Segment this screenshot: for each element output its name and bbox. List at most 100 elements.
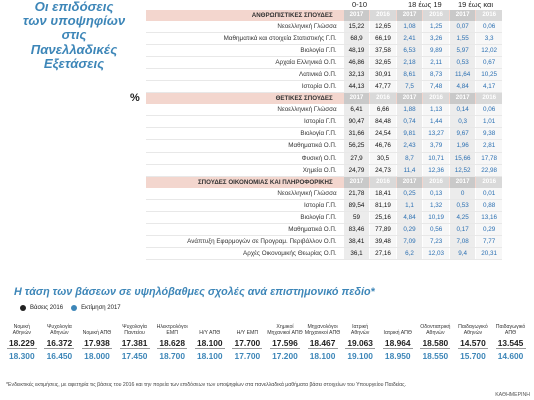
table-row: Αρχές Οικονομικής Θεωρίας Ο.Π. 36,1 27,16 6… — [146, 247, 502, 261]
source-label: ΚΑΘΗΜΕΡΙΝΗ — [495, 392, 530, 398]
table-cell: 2,43 — [396, 140, 423, 152]
card-divider — [495, 348, 526, 349]
school-card: Ιατρική Αθηνών 19.063 19.100 — [342, 315, 378, 361]
table-cell: 20,31 — [476, 247, 502, 260]
footnote: *Ενδεικτικές εκτιμήσεις, με αφετηρία τις… — [6, 382, 407, 388]
table-cell: 37,58 — [370, 44, 396, 57]
table-row: Μαθηματικά και στοιχεία Στατιστικής Γ.Π.… — [146, 32, 502, 45]
estimate-2017: 14.600 — [497, 351, 524, 361]
table-cell: 46,76 — [370, 140, 396, 152]
section-title: ΑΝΘΡΩΠΙΣΤΙΚΕΣ ΣΠΟΥΔΕΣ — [251, 11, 333, 19]
table-cell: 32,13 — [343, 69, 370, 81]
legend-label-2017: Εκτίμηση 2017 — [81, 305, 121, 311]
table-cell: 83,46 — [343, 223, 370, 235]
card-divider — [420, 348, 451, 349]
table-row: Βιολογία Γ.Π. 59 25,16 4,84 10,19 4,25 13,16 — [146, 211, 502, 224]
school-card: Ηλεκτρολόγοι ΕΜΠ 18.628 18.700 — [154, 315, 190, 361]
table-cell: 47,77 — [370, 81, 396, 93]
school-name: Η/Υ ΕΜΠ — [236, 330, 259, 337]
table-cell: 27,9 — [343, 152, 370, 164]
table-cell: 0,53 — [449, 57, 476, 69]
subject-name: Μαθηματικά και στοιχεία Στατιστικής Γ.Π. — [223, 34, 337, 42]
table-row: Αρχαία Ελληνικά Ο.Π. 46,86 32,65 2,18 2,11 0,… — [146, 57, 502, 70]
scores-table: ΑΝΘΡΩΠΙΣΤΙΚΕΣ ΣΠΟΥΔΕΣ 2017 2016 2017 2016 201… — [146, 10, 502, 261]
subject-name: Νεοελληνική Γλώσσα — [277, 189, 337, 197]
section-header: ΑΝΘΡΩΠΙΣΤΙΚΕΣ ΣΠΟΥΔΕΣ 2017 2016 2017 2016 201… — [146, 10, 502, 21]
subject-name: Νεοελληνική Γλώσσα — [277, 106, 337, 114]
table-cell: 0,29 — [476, 223, 502, 235]
school-card: Ιατρική ΑΠΘ 18.964 18.950 — [380, 315, 416, 361]
table-cell: 6,53 — [396, 44, 423, 57]
school-name: Ηλεκτρολόγοι ΕΜΠ — [156, 324, 188, 337]
table-cell: 3,79 — [423, 140, 449, 152]
school-name: Νομική ΑΠΘ — [82, 330, 112, 337]
table-cell: 6,66 — [370, 104, 396, 116]
table-row: Νεοελληνική Γλώσσα 15,22 12,65 1,08 1,25 0,07… — [146, 20, 502, 33]
school-name: Ιατρική Αθηνών — [350, 324, 370, 337]
table-cell: 30,5 — [370, 152, 396, 164]
card-divider — [457, 348, 488, 349]
subject-name: Ανάπτυξη Εφαρμογών σε Προγραμ. Περιβάλλο… — [187, 237, 337, 245]
unit-label: % — [130, 92, 140, 104]
table-cell: 17,78 — [476, 152, 502, 164]
table-cell: 59 — [343, 211, 370, 223]
school-card: Η/Υ ΑΠΘ 18.100 18.100 — [192, 315, 228, 361]
table-cell: 1,55 — [449, 32, 476, 44]
table-cell: 24,73 — [370, 164, 396, 176]
table-cell: 1,88 — [396, 104, 423, 116]
table-cell: 11,64 — [449, 69, 476, 81]
table-cell: 15,22 — [343, 20, 370, 32]
subject-name: Βιολογία Γ.Π. — [300, 47, 337, 55]
card-divider — [232, 348, 263, 349]
base-2016: 13.545 — [497, 338, 524, 348]
table-cell: 0,29 — [396, 223, 423, 235]
table-cell: 9,89 — [423, 44, 449, 57]
table-cell: 0,88 — [476, 199, 502, 211]
legend-label-2016: Βάσεις 2016 — [30, 305, 64, 311]
table-cell: 2,81 — [476, 140, 502, 152]
table-cell: 39,48 — [370, 235, 396, 247]
table-cell: 24,79 — [343, 164, 370, 176]
school-name: Νομική Αθηνών — [12, 324, 32, 337]
table-cell: 9,81 — [396, 128, 423, 140]
estimate-2017: 18.000 — [84, 351, 110, 361]
subject-name: Ιστορία Γ.Π. — [303, 201, 337, 209]
trend-title: Η τάση των βάσεων σε υψηλόβαθμες σχολές … — [14, 286, 375, 298]
table-cell: 48,19 — [343, 44, 370, 57]
table-cell: 13,27 — [423, 128, 449, 140]
table-row: Φυσική Ο.Π. 27,9 30,5 8,7 10,71 15,66 17,78 — [146, 152, 502, 165]
table-cell: 0,67 — [476, 57, 502, 69]
table-cell: 30,91 — [370, 69, 396, 81]
base-2016: 17.938 — [84, 338, 110, 348]
table-cell: 32,65 — [370, 57, 396, 69]
school-card: Οδοντιατρική Αθηνών 18.580 18.550 — [418, 315, 454, 361]
card-divider — [119, 348, 150, 349]
year-header: 2016 — [423, 176, 449, 188]
school-cards: Νομική Αθηνών 18.229 18.300 Ψυχολογία Αθηνώ… — [4, 315, 530, 361]
section-title: ΘΕΤΙΚΕΣ ΣΠΟΥΔΕΣ — [275, 95, 333, 103]
legend-dot-2017 — [71, 305, 78, 311]
base-2016: 18.467 — [309, 338, 336, 348]
year-header: 2017 — [449, 176, 476, 188]
table-cell: 10,71 — [423, 152, 449, 164]
estimate-2017: 18.300 — [8, 351, 35, 361]
table-row: Βιολογία Γ.Π. 48,19 37,58 6,53 9,89 5,97 12,02 — [146, 44, 502, 58]
table-cell: 18,41 — [370, 187, 396, 199]
school-name: Ιατρική ΑΠΘ — [383, 330, 412, 337]
table-cell: 0,14 — [449, 104, 476, 116]
title-line: των υποψηφίων — [22, 13, 126, 29]
year-header: 2017 — [343, 176, 370, 188]
table-cell: 1,13 — [423, 104, 449, 116]
school-card: Χημικοί Μηχανικοί ΑΠΘ 17.596 17.200 — [267, 315, 303, 361]
year-header: 2017 — [343, 93, 370, 105]
base-2016: 16.372 — [46, 338, 73, 348]
table-row: Χημεία Ο.Π. 24,79 24,73 11,4 12,36 12,52 22,98 — [146, 164, 502, 177]
year-header: 2016 — [370, 10, 396, 21]
table-cell: 46,86 — [343, 57, 370, 69]
table-cell: 0,07 — [449, 20, 476, 32]
base-2016: 14.570 — [460, 338, 486, 348]
table-cell: 66,19 — [370, 32, 396, 44]
estimate-2017: 18.100 — [309, 351, 336, 361]
school-card: Μηχανολόγοι Μηχανικοί ΑΠΘ 18.467 18.100 — [305, 315, 341, 361]
card-divider — [345, 348, 376, 349]
